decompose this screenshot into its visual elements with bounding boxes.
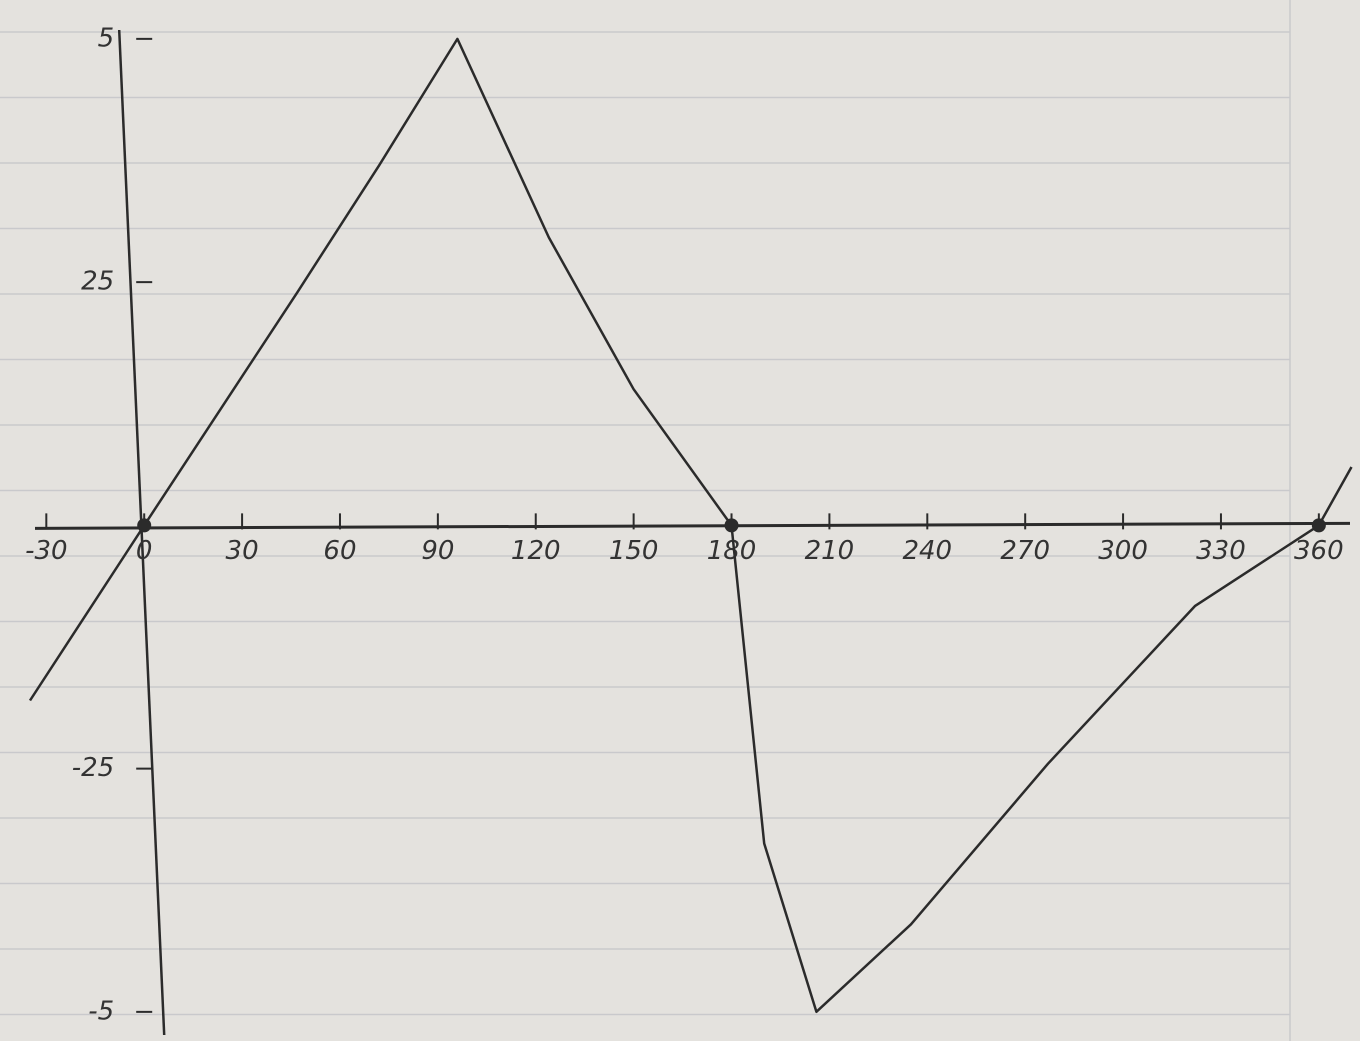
x-tick-label: 60 <box>323 536 356 566</box>
x-tick-label: 330 <box>1196 536 1246 566</box>
x-tick-label: 360 <box>1294 536 1344 566</box>
x-tick-label: 90 <box>421 536 454 566</box>
paper <box>0 0 1360 1041</box>
zero-point <box>1312 518 1326 532</box>
x-tick-label: 240 <box>902 536 952 566</box>
zero-point <box>137 518 151 532</box>
x-tick-label: 180 <box>707 536 757 566</box>
y-tick-label: 25 <box>81 267 114 297</box>
y-tick-label: -25 <box>72 753 114 783</box>
y-tick-label: 5 <box>98 23 115 53</box>
y-tick-label: -5 <box>88 996 114 1026</box>
x-tick-label: 120 <box>511 536 561 566</box>
x-tick-label: 30 <box>226 536 259 566</box>
x-tick-label: 0 <box>136 536 153 566</box>
x-tick-label: 300 <box>1098 536 1148 566</box>
chart: -30 0 30 60 90 120 150 180 210 240 270 300 330 360 5 25… <box>0 0 1360 1041</box>
x-tick-label: 150 <box>609 536 659 566</box>
x-tick-label: -30 <box>25 536 67 566</box>
x-tick-label: 210 <box>805 536 855 566</box>
zero-point <box>725 518 739 532</box>
x-tick-label: 270 <box>1000 536 1050 566</box>
page: -30 0 30 60 90 120 150 180 210 240 270 300 330 360 5 25… <box>0 0 1360 1041</box>
